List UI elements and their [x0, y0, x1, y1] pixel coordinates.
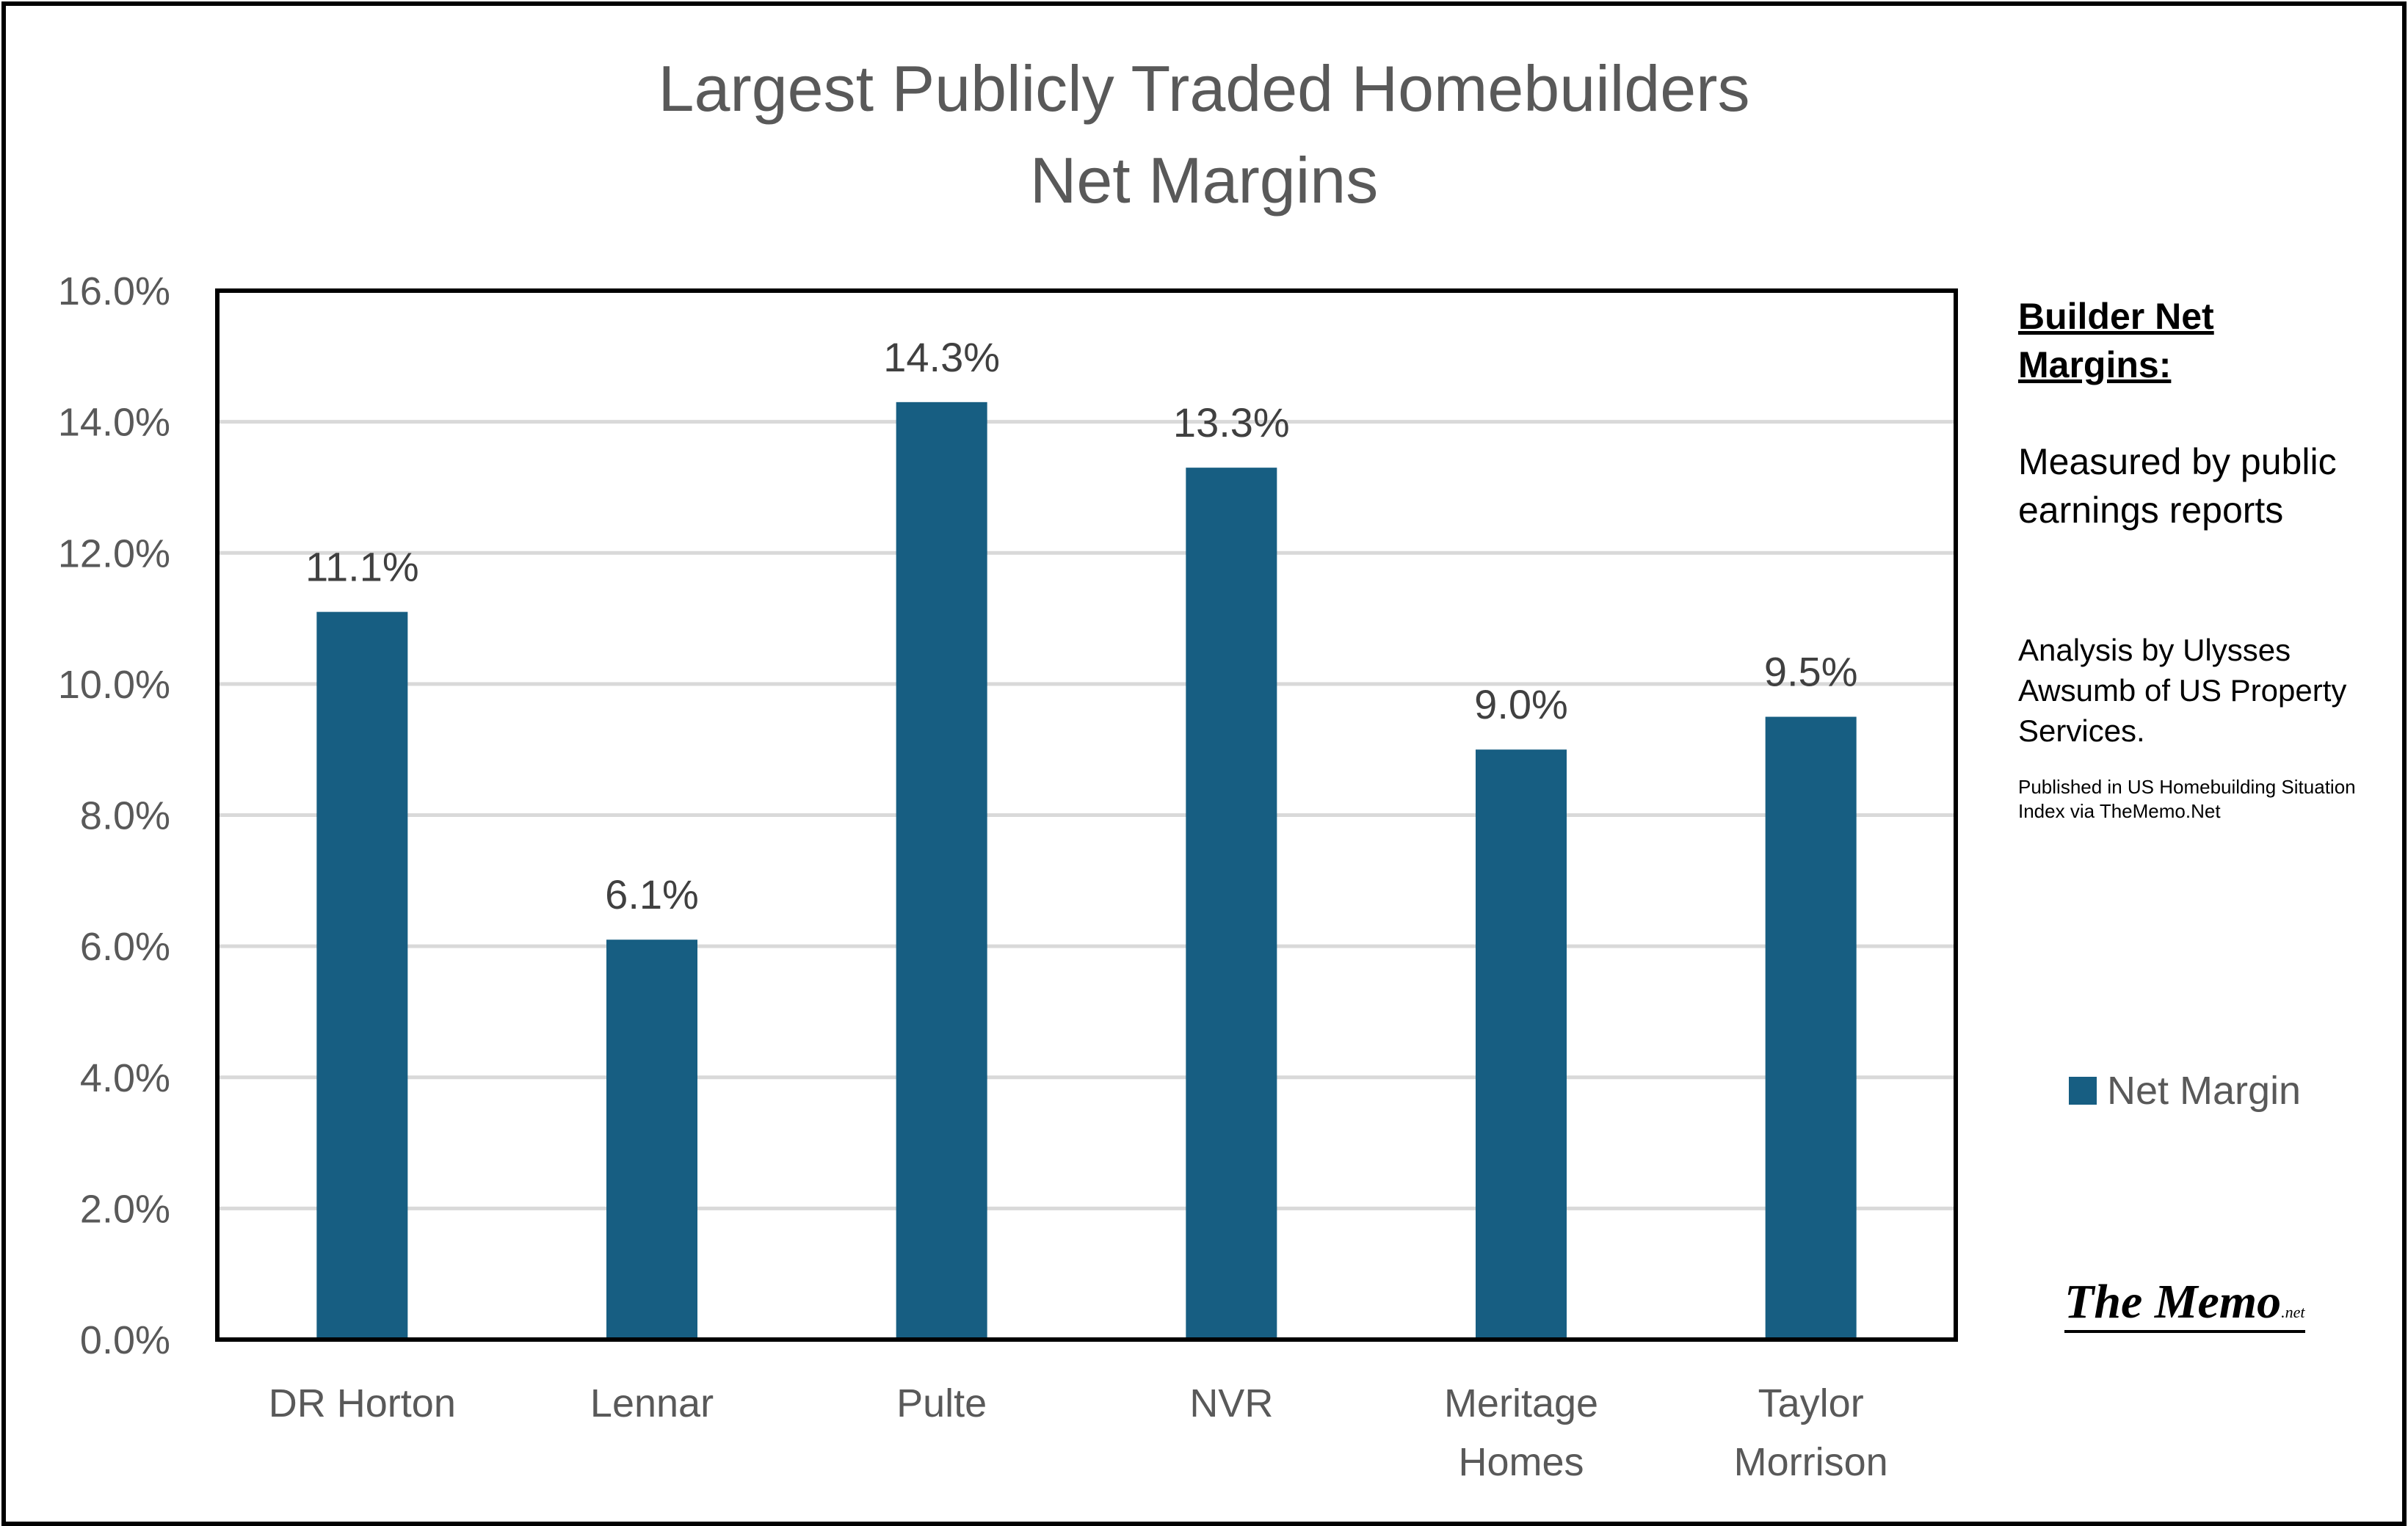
the-memo-logo: The Memo.net	[2064, 1274, 2305, 1333]
bar	[606, 940, 697, 1340]
logo-suffix: .net	[2281, 1303, 2305, 1321]
bar	[1765, 716, 1857, 1340]
x-tick-label: NVR	[1189, 1381, 1273, 1425]
logo-text: The Memo	[2064, 1275, 2282, 1329]
data-label: 13.3%	[1173, 399, 1290, 446]
data-label: 14.3%	[883, 334, 1000, 380]
bar	[896, 402, 987, 1340]
data-label: 6.1%	[605, 871, 699, 918]
chart-title-line-2: Net Margins	[1029, 144, 1379, 217]
y-tick-label: 12.0%	[58, 531, 170, 575]
note-analysis: Analysis by Ulysses Awsumb of US Propert…	[2018, 633, 2347, 748]
x-tick-label: Morrison	[1734, 1440, 1888, 1484]
bar	[316, 611, 408, 1340]
data-label: 9.5%	[1764, 649, 1858, 695]
x-tick-label: Pulte	[896, 1381, 987, 1425]
data-label: 9.0%	[1474, 681, 1568, 727]
x-tick-label: Homes	[1458, 1440, 1584, 1484]
y-tick-label: 10.0%	[58, 663, 170, 707]
legend-label: Net Margin	[2107, 1069, 2302, 1113]
chart-title-line-1: Largest Publicly Traded Homebuilders	[658, 52, 1750, 125]
legend-swatch	[2069, 1077, 2097, 1105]
x-tick-label: DR Horton	[269, 1381, 456, 1425]
y-tick-label: 16.0%	[58, 269, 170, 313]
y-tick-label: 8.0%	[80, 794, 170, 838]
bar	[1476, 749, 1567, 1340]
y-tick-label: 14.0%	[58, 401, 170, 445]
plot-area-border	[215, 288, 1958, 1342]
note-heading: Builder Net Margins:	[2018, 296, 2214, 385]
y-tick-label: 4.0%	[80, 1056, 170, 1100]
x-tick-label: Meritage	[1444, 1381, 1598, 1425]
x-tick-label: Taylor	[1758, 1381, 1864, 1425]
note-measured: Measured by public earnings reports	[2018, 441, 2337, 531]
bar	[1186, 468, 1277, 1340]
y-tick-label: 0.0%	[80, 1318, 170, 1362]
data-label: 11.1%	[305, 544, 419, 590]
y-tick-label: 2.0%	[80, 1187, 170, 1231]
note-published: Published in US Homebuilding Situation I…	[2018, 776, 2356, 822]
y-tick-label: 6.0%	[80, 925, 170, 969]
x-tick-label: Lennar	[590, 1381, 714, 1425]
chart-legend: Net Margin	[2069, 1068, 2301, 1113]
